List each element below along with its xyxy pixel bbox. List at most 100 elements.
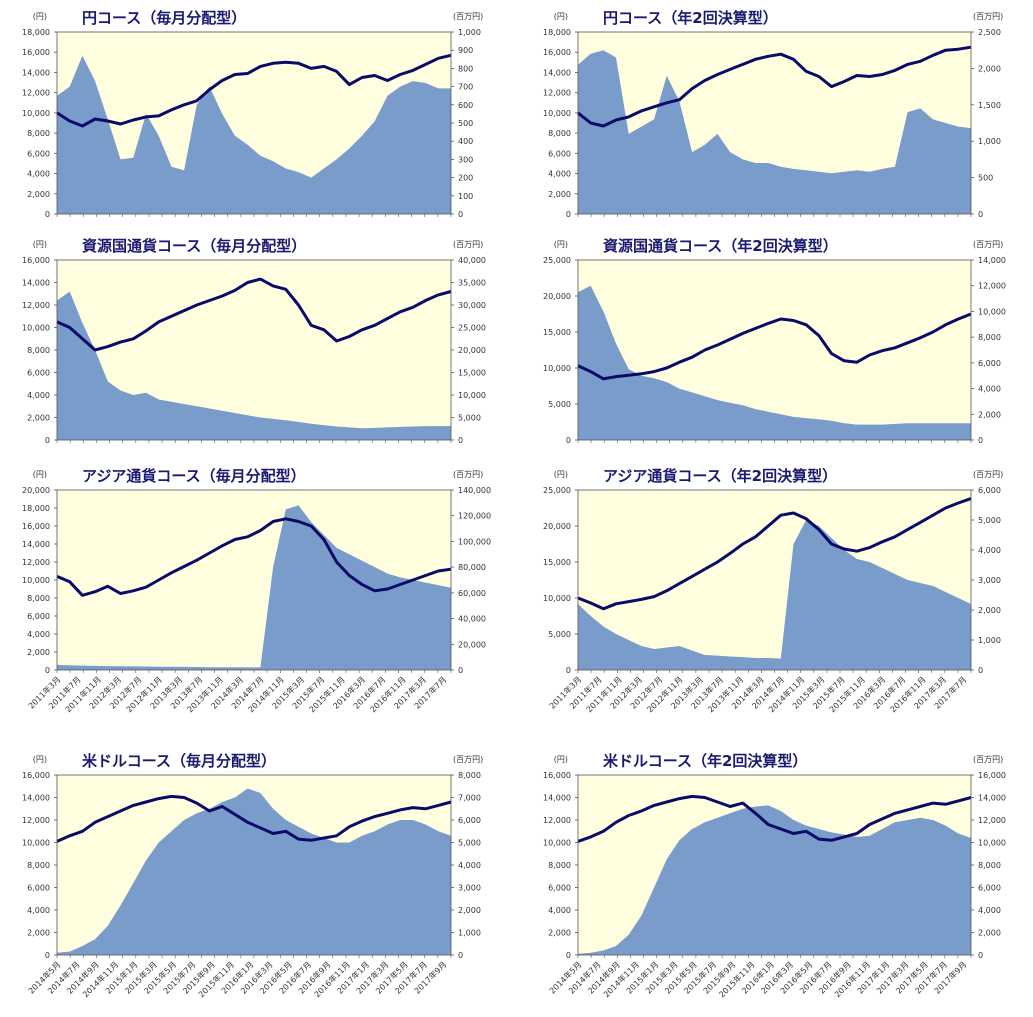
left-tick-label: 0: [566, 666, 571, 675]
right-tick-label: 3,000: [978, 576, 1001, 585]
right-tick-label: 20,000: [458, 640, 486, 649]
left-tick-label: 18,000: [22, 28, 50, 37]
area-series: [57, 291, 451, 440]
left-tick-label: 2,000: [548, 190, 571, 199]
right-tick-label: 700: [458, 83, 473, 92]
right-tick-label: 80,000: [458, 563, 486, 572]
right-tick-label: 40,000: [458, 615, 486, 624]
left-tick-label: 16,000: [22, 771, 50, 780]
right-tick-label: 0: [978, 951, 983, 960]
left-tick-label: 6,000: [27, 149, 50, 158]
right-tick-label: 3,000: [458, 884, 481, 893]
right-axis-unit: (百万円): [453, 470, 483, 479]
area-series: [578, 805, 971, 955]
left-tick-label: 10,000: [543, 839, 571, 848]
left-tick-label: 25,000: [543, 486, 571, 495]
right-tick-label: 1,000: [978, 137, 1001, 146]
chart-title: アジア通貨コース（年2回決算型）: [603, 467, 837, 485]
right-tick-label: 600: [458, 101, 473, 110]
right-tick-label: 10,000: [978, 839, 1006, 848]
left-tick-label: 10,000: [543, 364, 571, 373]
left-axis-unit: (円): [33, 755, 47, 764]
area-series: [578, 285, 971, 440]
left-axis-unit: (円): [33, 240, 47, 249]
chart-title: 米ドルコース（毎月分配型）: [82, 752, 276, 770]
left-tick-label: 5,000: [548, 400, 571, 409]
chart-5: アジア通貨コース（毎月分配型） (円) (百万円) 20,000 18,000 16,00…: [22, 467, 491, 714]
right-tick-label: 6,000: [458, 816, 481, 825]
right-tick-label: 2,000: [978, 64, 1001, 73]
right-tick-label: 2,000: [458, 906, 481, 915]
line-series: [577, 45, 972, 128]
right-tick-label: 0: [458, 666, 463, 675]
right-tick-label: 14,000: [978, 794, 1006, 803]
right-tick-label: 200: [458, 174, 473, 183]
right-tick-label: 4,000: [458, 861, 481, 870]
chart-title: アジア通貨コース（毎月分配型）: [82, 467, 306, 485]
left-tick-label: 12,000: [22, 558, 50, 567]
line-series: [577, 497, 972, 611]
left-tick-label: 0: [566, 210, 571, 219]
chart-title: 資源国通貨コース（毎月分配型）: [82, 237, 306, 255]
left-tick-label: 10,000: [22, 109, 50, 118]
right-tick-label: 2,000: [978, 410, 1001, 419]
right-tick-label: 30,000: [458, 301, 486, 310]
left-tick-label: 25,000: [543, 256, 571, 265]
left-tick-label: 15,000: [543, 558, 571, 567]
chart-3: 資源国通貨コース（毎月分配型） (円) (百万円) 16,000 14,000 12,00…: [22, 237, 486, 445]
left-tick-label: 8,000: [548, 129, 571, 138]
left-tick-label: 8,000: [27, 129, 50, 138]
chart-1: 円コース（毎月分配型） (円) (百万円) 18,000 16,000 14,000 12,…: [22, 9, 483, 219]
right-tick-label: 8,000: [978, 861, 1001, 870]
area-series: [57, 505, 451, 670]
line-series: [577, 312, 972, 381]
chart-4: 資源国通貨コース（年2回決算型） (円) (百万円) 25,000 20,000 15,0…: [543, 237, 1006, 445]
left-tick-label: 2,000: [27, 414, 50, 423]
right-tick-label: 16,000: [978, 771, 1006, 780]
left-tick-label: 0: [45, 436, 50, 445]
right-tick-label: 1,000: [458, 28, 481, 37]
left-tick-label: 18,000: [543, 28, 571, 37]
right-tick-label: 0: [978, 210, 983, 219]
right-tick-label: 120,000: [458, 512, 491, 521]
right-tick-label: 5,000: [458, 839, 481, 848]
right-tick-label: 2,000: [978, 929, 1001, 938]
right-tick-label: 25,000: [458, 324, 486, 333]
chart-title: 資源国通貨コース（年2回決算型）: [603, 237, 838, 255]
right-tick-label: 12,000: [978, 282, 1006, 291]
right-tick-label: 10,000: [458, 391, 486, 400]
chart-7: 米ドルコース（毎月分配型） (円) (百万円) 16,000 14,000 12,000 1…: [22, 752, 483, 999]
line-series: [56, 517, 452, 597]
left-tick-label: 4,000: [27, 630, 50, 639]
right-tick-label: 4,000: [978, 906, 1001, 915]
right-axis-unit: (百万円): [453, 240, 483, 249]
right-tick-label: 500: [978, 174, 993, 183]
right-tick-label: 15,000: [458, 369, 486, 378]
left-tick-label: 16,000: [22, 256, 50, 265]
left-tick-label: 20,000: [543, 292, 571, 301]
left-axis-unit: (円): [33, 12, 47, 21]
left-tick-label: 16,000: [543, 771, 571, 780]
left-tick-label: 14,000: [22, 68, 50, 77]
right-tick-label: 10,000: [978, 307, 1006, 316]
left-tick-label: 16,000: [543, 48, 571, 57]
area-series: [578, 520, 971, 670]
left-tick-label: 14,000: [543, 794, 571, 803]
right-tick-label: 0: [978, 436, 983, 445]
right-axis-unit: (百万円): [973, 755, 1003, 764]
left-tick-label: 10,000: [543, 594, 571, 603]
right-tick-label: 20,000: [458, 346, 486, 355]
right-tick-label: 500: [458, 119, 473, 128]
left-tick-label: 14,000: [543, 68, 571, 77]
left-tick-label: 15,000: [543, 328, 571, 337]
right-tick-label: 0: [978, 666, 983, 675]
left-tick-label: 4,000: [27, 906, 50, 915]
right-tick-label: 6,000: [978, 884, 1001, 893]
area-series: [578, 50, 971, 215]
right-tick-label: 140,000: [458, 486, 491, 495]
right-tick-label: 900: [458, 46, 473, 55]
chart-title: 円コース（毎月分配型）: [82, 9, 246, 27]
left-tick-label: 12,000: [543, 816, 571, 825]
